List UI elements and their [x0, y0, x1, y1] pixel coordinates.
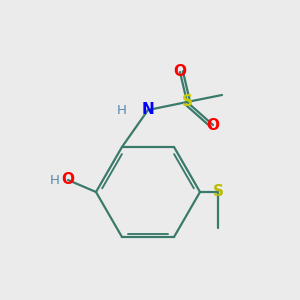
Text: H: H: [50, 173, 60, 187]
Text: S: S: [182, 94, 193, 110]
Text: N: N: [142, 103, 154, 118]
Text: O: O: [61, 172, 74, 188]
Text: O: O: [206, 118, 220, 133]
Text: O: O: [173, 64, 187, 80]
Text: H: H: [117, 103, 127, 116]
Text: S: S: [212, 184, 224, 200]
